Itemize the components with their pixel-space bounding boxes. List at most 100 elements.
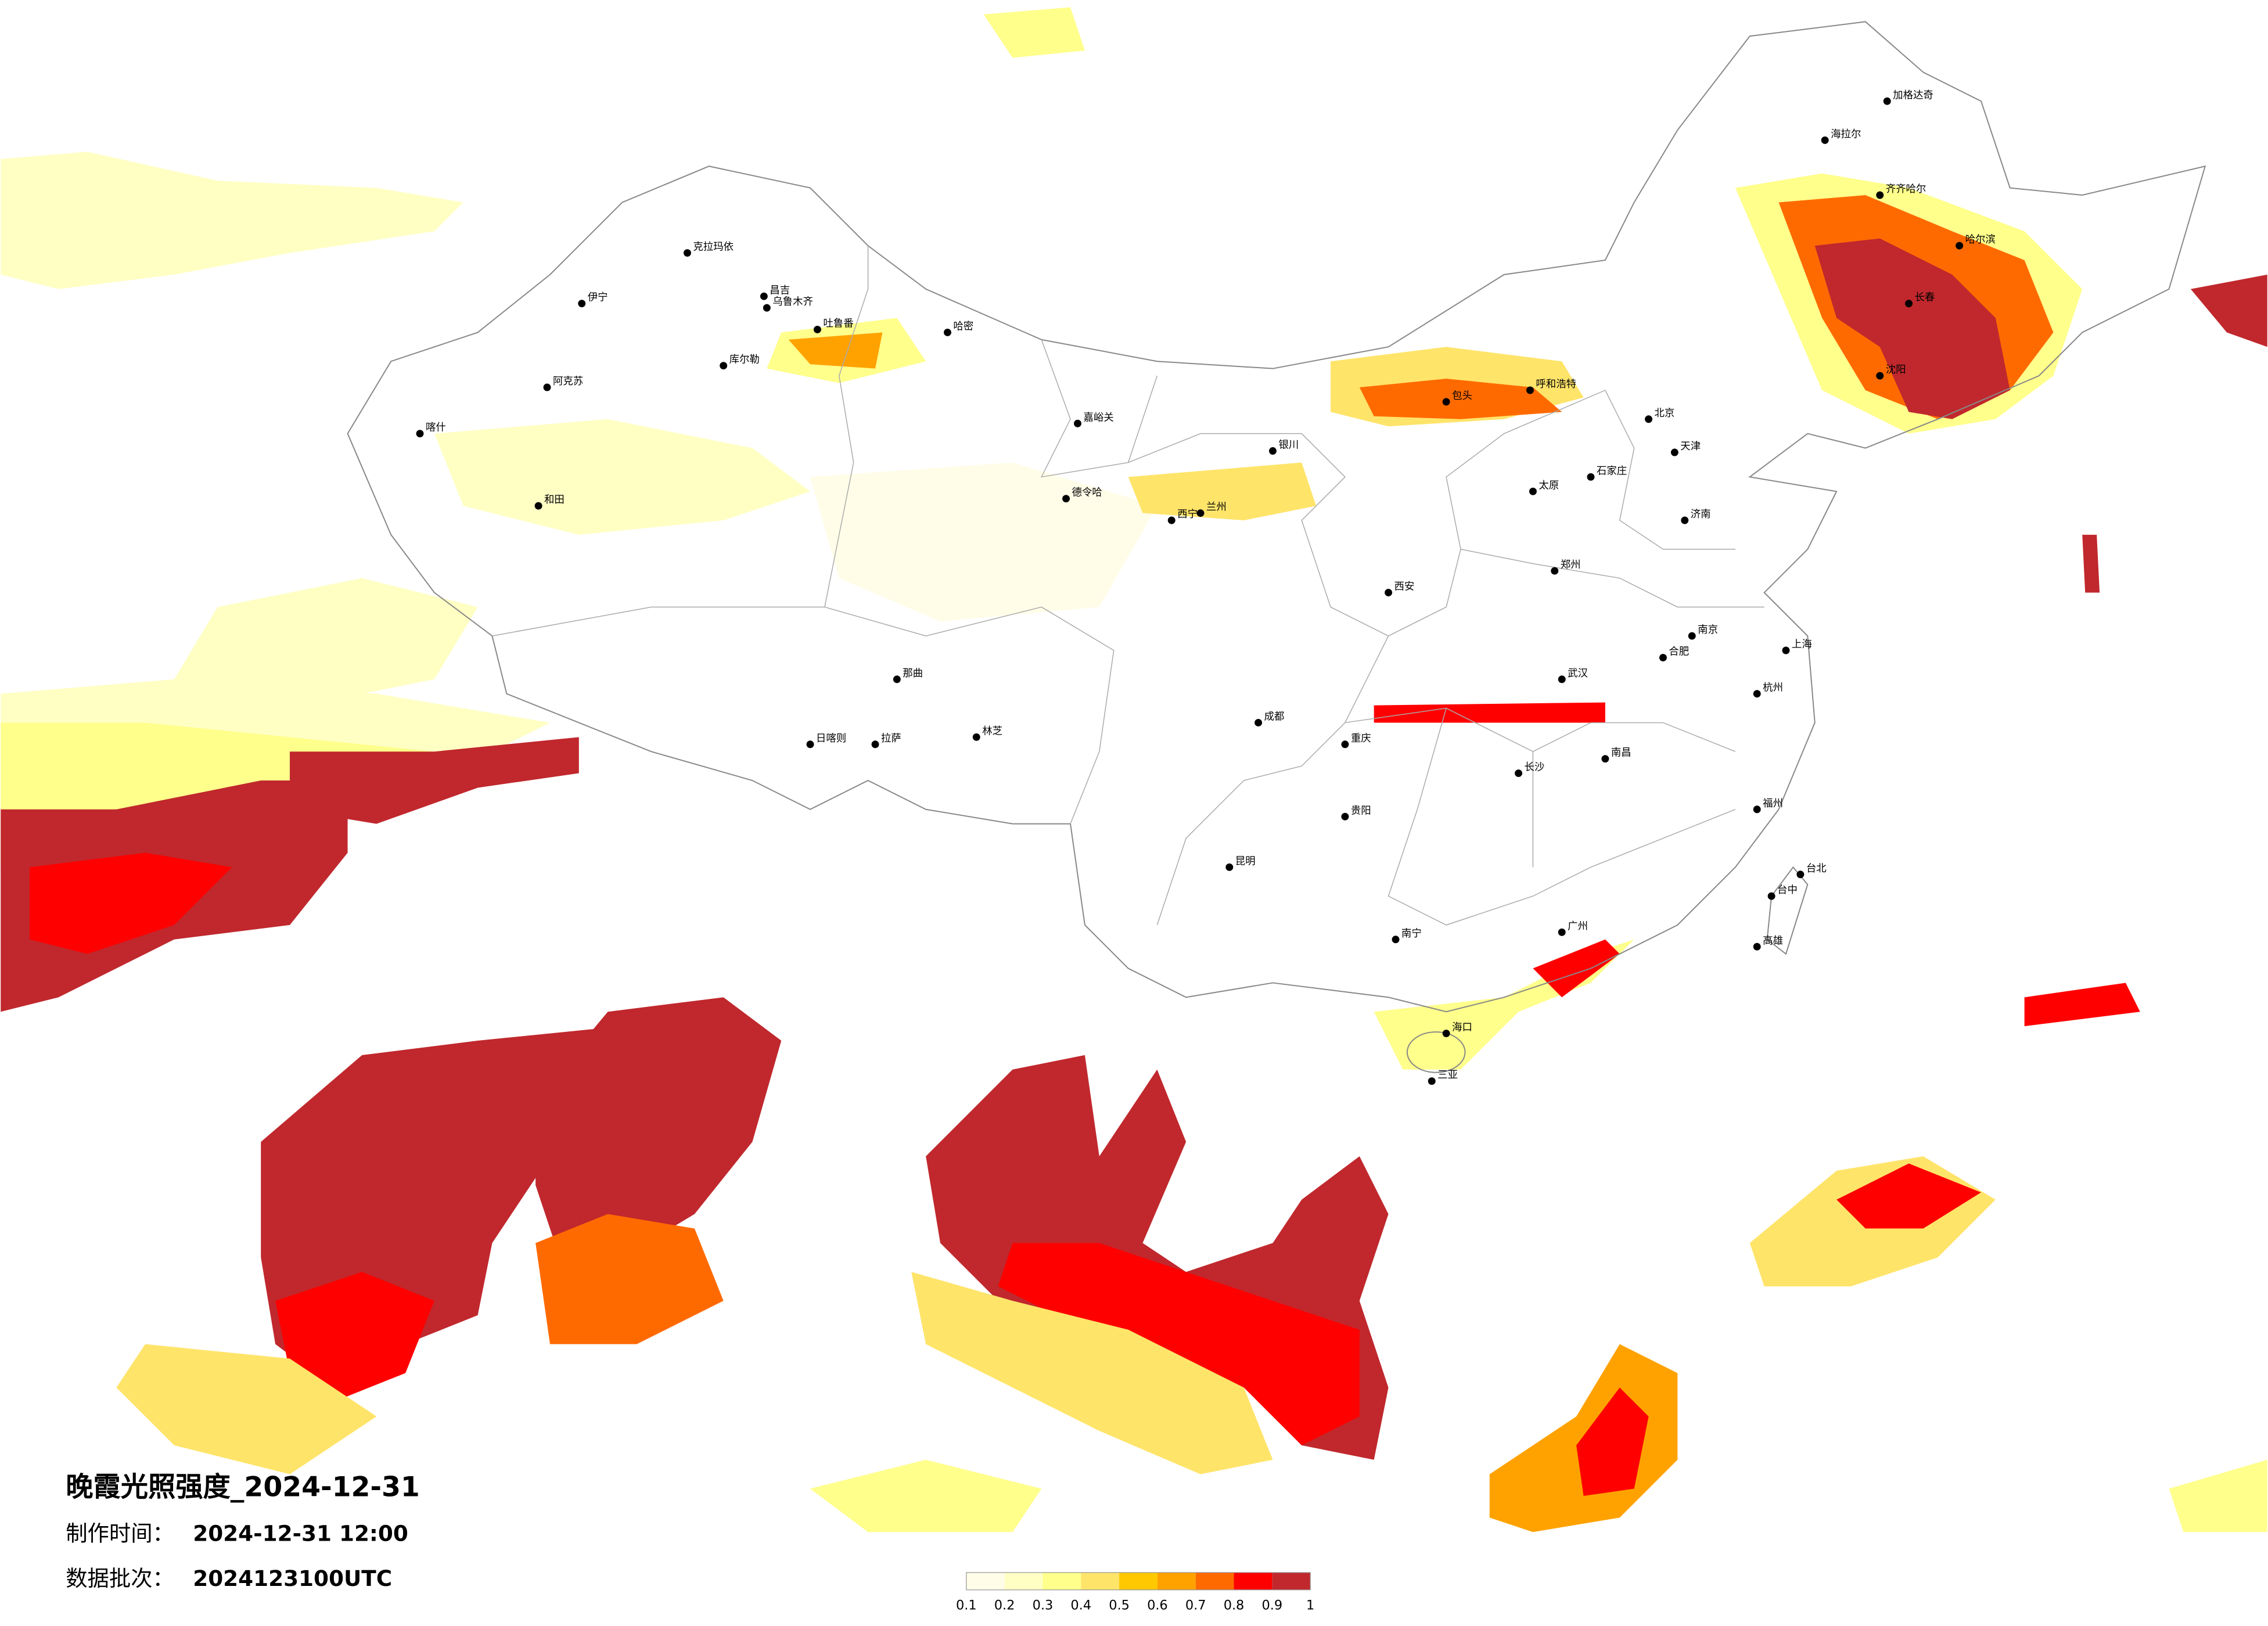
- colorbar-tick-label: 1: [1306, 1598, 1314, 1613]
- city-dot: [1167, 516, 1176, 524]
- radiance-patch: [116, 1344, 377, 1474]
- colorbar: 0.1 0.2 0.3 0.4 0.5 0.6 0.7 0.8 0.9 1: [956, 1572, 1314, 1613]
- city-dot: [1767, 892, 1775, 900]
- hainan: [1406, 1031, 1466, 1073]
- colorbar-segment: [1272, 1572, 1311, 1590]
- colorbar-segment: [1119, 1572, 1158, 1590]
- city-dot: [1876, 372, 1884, 380]
- city-dot: [1385, 588, 1393, 596]
- radiance-patch: [2082, 534, 2100, 593]
- colorbar-tick-label: 0.2: [994, 1598, 1015, 1613]
- city-label: 太原: [1539, 480, 1559, 491]
- city-dot: [806, 740, 814, 749]
- city-label: 克拉玛依: [693, 242, 734, 253]
- city-label: 兰州: [1206, 502, 1227, 513]
- city-dot: [1681, 516, 1689, 524]
- city-dot: [1876, 191, 1884, 199]
- city-label: 嘉峪关: [1083, 412, 1113, 423]
- colorbar-tick-label: 0.8: [1224, 1598, 1245, 1613]
- city-label: 郑州: [1561, 559, 1581, 571]
- city-label: 伊宁: [588, 292, 608, 304]
- city-label: 林芝: [982, 725, 1002, 737]
- city-dot: [578, 300, 586, 308]
- city-label: 喀什: [426, 422, 446, 434]
- city-dot: [1753, 942, 1761, 951]
- city-dot: [1529, 487, 1537, 495]
- city-label: 广州: [1568, 920, 1588, 932]
- city-dot: [813, 325, 821, 333]
- radiance-patch: [1374, 702, 1605, 723]
- colorbar-segment: [1234, 1572, 1273, 1590]
- colorbar-tick-label: 0.4: [1070, 1598, 1091, 1613]
- city-dot: [1601, 755, 1609, 763]
- radiance-patch: [535, 997, 782, 1272]
- radiance-patch: [535, 1214, 724, 1344]
- city-label: 沈阳: [1886, 364, 1906, 376]
- radiance-patch: [788, 332, 883, 369]
- city-label: 台中: [1777, 884, 1798, 896]
- radiance-patch: [1576, 1387, 1649, 1496]
- colorbar-tick-label: 0.1: [956, 1598, 977, 1613]
- city-dot: [1341, 812, 1349, 821]
- colorbar-segment: [1157, 1572, 1196, 1590]
- city-dot: [1659, 653, 1667, 661]
- city-label: 日喀则: [816, 733, 846, 744]
- colorbar-tick-label: 0.9: [1262, 1598, 1283, 1613]
- city-label: 武汉: [1568, 668, 1588, 679]
- city-label: 包头: [1452, 390, 1472, 402]
- city-label: 海口: [1452, 1022, 1472, 1034]
- radiance-patch: [275, 1272, 434, 1402]
- boundaries: [347, 21, 2206, 1073]
- city-dot: [871, 740, 879, 749]
- colorbar-tick-label: 0.7: [1185, 1598, 1206, 1613]
- radiance-patch: [810, 462, 1158, 622]
- info-label: 制作时间：: [66, 1521, 174, 1546]
- radiance-patch: [1128, 462, 1317, 520]
- city-label: 天津: [1680, 441, 1701, 452]
- city-dot: [1515, 769, 1523, 778]
- city-label: 那曲: [903, 668, 923, 679]
- country-outline: [347, 21, 2206, 1013]
- city-dot: [1670, 448, 1678, 456]
- colorbar-segment: [966, 1572, 1005, 1590]
- info-value: 2024123100UTC: [193, 1566, 392, 1591]
- city-label: 石家庄: [1597, 465, 1627, 477]
- city-dot: [1753, 805, 1761, 814]
- city-label: 库尔勒: [729, 354, 760, 366]
- city-dot: [1551, 567, 1559, 575]
- city-label: 西宁: [1177, 509, 1198, 520]
- city-label: 重庆: [1351, 733, 1371, 744]
- city-dot: [972, 733, 980, 741]
- city-label: 加格达奇: [1893, 89, 1933, 101]
- radiance-patch: [1836, 1163, 1981, 1229]
- city-label: 哈密: [953, 321, 973, 332]
- city-dot: [1587, 473, 1595, 481]
- city-dot: [1255, 718, 1263, 726]
- city-dot: [1341, 740, 1349, 749]
- city-dot: [1883, 97, 1891, 105]
- city-dot: [943, 328, 951, 336]
- city-dot: [683, 249, 691, 257]
- city-dot: [1796, 870, 1805, 879]
- info-value: 2024-12-31 12:00: [193, 1521, 408, 1546]
- radiance-patch: [174, 578, 478, 708]
- radiance-patch: [1814, 238, 2010, 419]
- city-label: 海拉尔: [1831, 128, 1861, 140]
- city-label: 哈尔滨: [1965, 234, 1996, 246]
- city-dot: [416, 430, 424, 438]
- city-label: 贵阳: [1351, 805, 1371, 816]
- colorbar-segment: [1081, 1572, 1120, 1590]
- city-dot: [1225, 863, 1234, 871]
- city-dot: [720, 362, 728, 370]
- city-label: 银川: [1278, 440, 1299, 451]
- radiance-patch: [1359, 379, 1562, 419]
- city-label: 济南: [1691, 509, 1711, 520]
- colorbar-tick-label: 0.6: [1147, 1598, 1168, 1613]
- city-label: 南京: [1698, 624, 1718, 636]
- radiance-patch: [1, 152, 463, 289]
- colorbar-tick-label: 0.3: [1033, 1598, 1054, 1613]
- colorbar-segment: [1004, 1572, 1043, 1590]
- city-dot: [760, 292, 768, 300]
